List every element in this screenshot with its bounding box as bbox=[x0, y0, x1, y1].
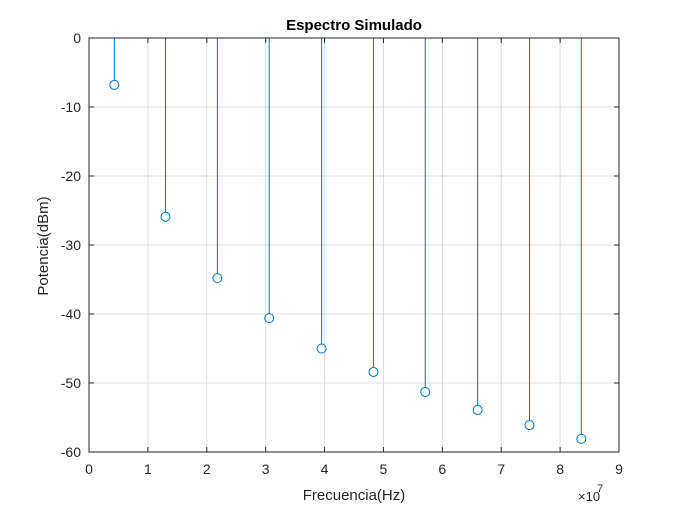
x-tick-label: 8 bbox=[556, 461, 564, 477]
x-tick-label: 7 bbox=[497, 461, 505, 477]
y-tick-label: -30 bbox=[61, 237, 81, 253]
chart-title: Espectro Simulado bbox=[286, 17, 422, 34]
x-tick-label: 5 bbox=[380, 461, 388, 477]
stem-marker bbox=[576, 433, 587, 444]
stem-marker bbox=[420, 386, 431, 397]
stem-marker bbox=[264, 313, 275, 324]
x-tick-label: 6 bbox=[438, 461, 446, 477]
x-tick-label: 1 bbox=[144, 461, 152, 477]
stems bbox=[109, 38, 587, 444]
stem-marker bbox=[212, 273, 223, 284]
x-axis-label: Frecuencia(Hz) bbox=[303, 487, 406, 504]
x-exponent-power: 7 bbox=[597, 483, 603, 495]
ticks: 0 1 2 3 4 5 6 7 8 9 0 -10 -20 -30 -40 -50 -60 bbox=[61, 30, 623, 477]
x-tick-label: 0 bbox=[85, 461, 93, 477]
y-tick-label: -40 bbox=[61, 306, 81, 322]
stem-marker bbox=[109, 79, 120, 90]
x-exponent-label: ×10 bbox=[578, 489, 600, 504]
y-tick-label: -20 bbox=[61, 168, 81, 184]
grid bbox=[88, 37, 620, 453]
x-tick-label: 2 bbox=[203, 461, 211, 477]
y-tick-label: -60 bbox=[61, 444, 81, 460]
stem-marker bbox=[316, 343, 327, 354]
stem-marker bbox=[368, 366, 379, 377]
y-tick-label: -10 bbox=[61, 99, 81, 115]
y-axis-label: Potencia(dBm) bbox=[35, 196, 52, 295]
y-tick-label: 0 bbox=[73, 30, 81, 46]
x-tick-label: 3 bbox=[262, 461, 270, 477]
stem-marker bbox=[472, 404, 483, 415]
stem-marker bbox=[160, 211, 171, 222]
stem-marker bbox=[524, 420, 535, 431]
x-tick-label: 9 bbox=[615, 461, 623, 477]
x-tick-label: 4 bbox=[321, 461, 329, 477]
y-tick-label: -50 bbox=[61, 375, 81, 391]
